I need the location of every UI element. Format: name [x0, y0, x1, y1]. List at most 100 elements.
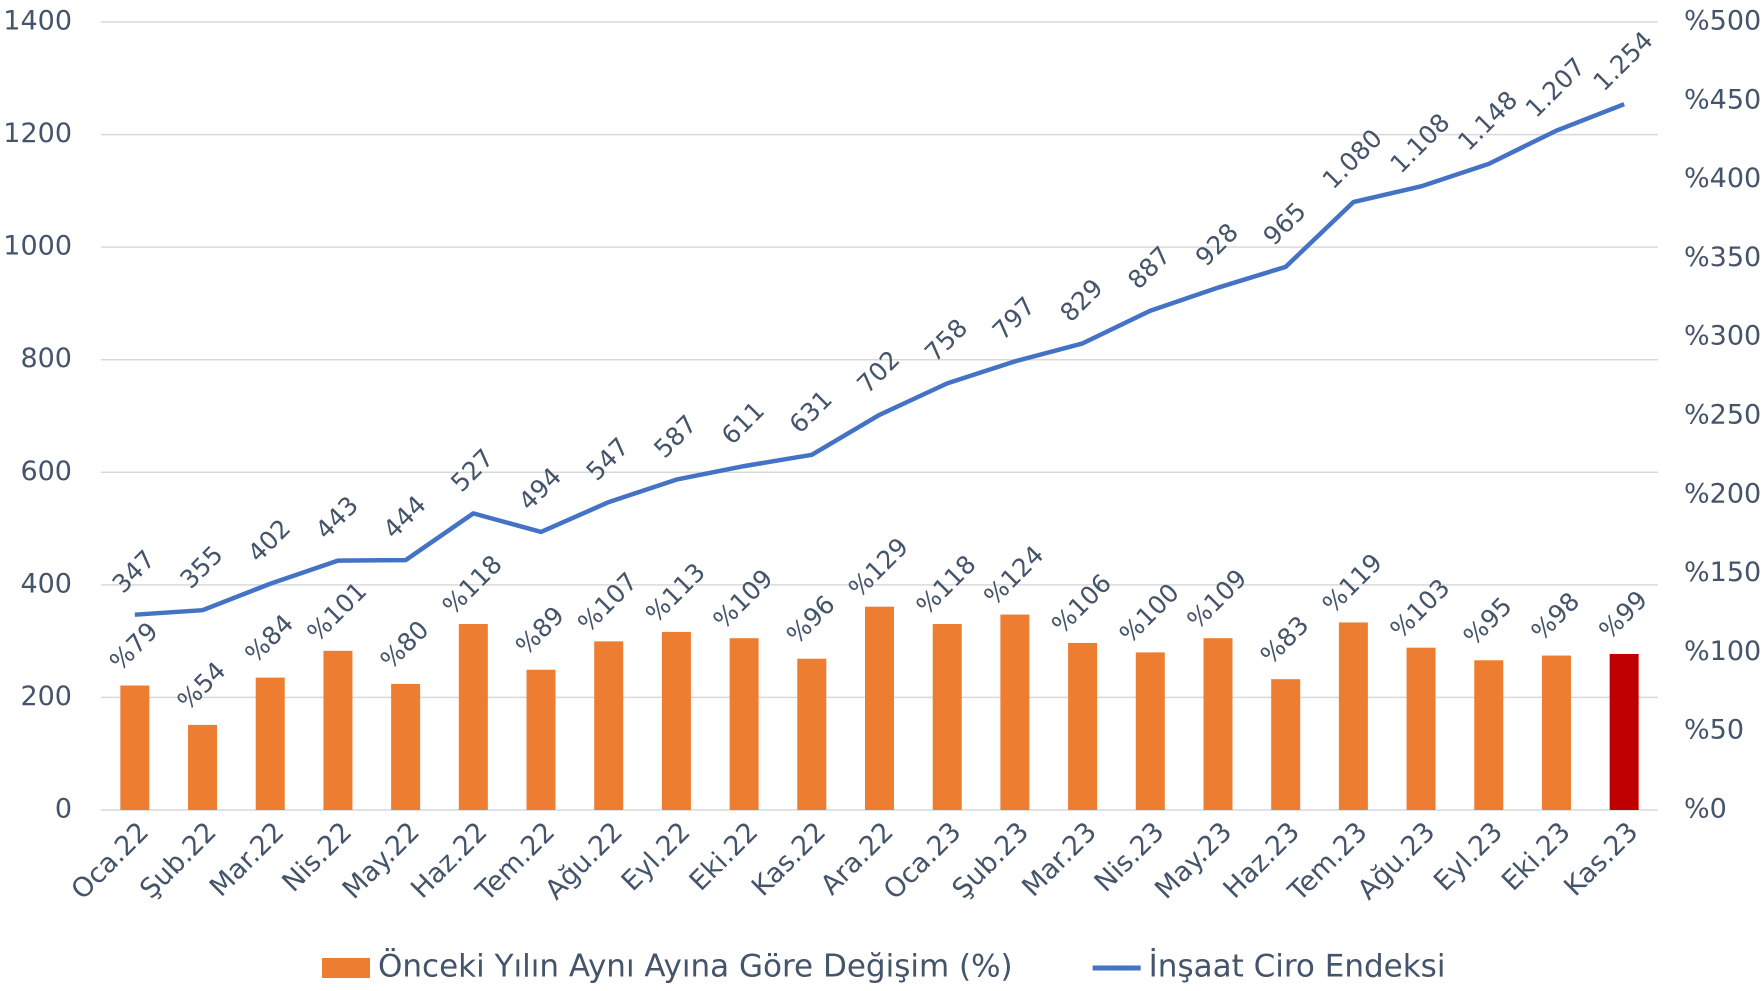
line-label: 631	[784, 385, 838, 439]
line-label: 587	[648, 409, 702, 463]
line-label: 527	[445, 443, 499, 497]
x-tick-label: May.23	[1149, 816, 1238, 905]
y-tick-label: 800	[20, 343, 72, 374]
x-tick-label: Eyl.22	[616, 816, 697, 897]
x-tick-label: Oca.22	[66, 816, 156, 906]
bar	[1406, 647, 1436, 810]
bar	[458, 624, 488, 810]
bar-label: %106	[1046, 568, 1117, 639]
line-label: 928	[1190, 217, 1244, 271]
bar	[1609, 653, 1639, 810]
bar	[797, 658, 827, 810]
line-label: 965	[1257, 197, 1311, 251]
bar-label: %100	[1114, 578, 1185, 649]
x-tick-label: Kas.22	[746, 816, 832, 902]
bar-label: %103	[1384, 573, 1455, 644]
bar	[594, 641, 624, 810]
y2-tick-label: %450	[1684, 84, 1761, 115]
bar	[1068, 642, 1098, 810]
bar-label: %54	[172, 656, 232, 716]
legend-swatch	[322, 958, 370, 978]
x-tick-label: Ağu.22	[539, 816, 629, 906]
x-tick-label: May.22	[337, 816, 426, 905]
bar-label: %124	[978, 540, 1049, 611]
bar-label: %84	[239, 609, 299, 669]
bar	[661, 631, 691, 810]
bar-label: %99	[1593, 585, 1653, 645]
bar-label: %98	[1525, 587, 1585, 647]
x-tick-label: Şub.23	[947, 816, 1036, 905]
bar	[932, 624, 962, 810]
y2-tick-label: %500	[1684, 6, 1761, 37]
bar	[526, 669, 556, 810]
bar-label: %89	[510, 601, 570, 661]
y2-tick-label: %200	[1684, 478, 1761, 509]
bar-label: %129	[843, 532, 914, 603]
y2-tick-label: %350	[1684, 242, 1761, 273]
bar-label: %113	[640, 557, 711, 628]
bar-label: %83	[1255, 610, 1315, 670]
y-tick-label: 0	[55, 794, 72, 825]
bar-label: %107	[572, 567, 643, 638]
bar-label: %80	[375, 615, 435, 675]
bar	[1203, 638, 1233, 810]
bar-label: %95	[1458, 591, 1518, 651]
bar	[729, 638, 759, 810]
y-tick-label: 1200	[3, 118, 72, 149]
y-tick-label: 1400	[3, 6, 72, 37]
y2-tick-label: %250	[1684, 400, 1761, 431]
bar-label: %109	[1181, 564, 1252, 635]
bar	[865, 606, 894, 810]
y2-tick-label: %300	[1684, 321, 1761, 352]
y2-tick-label: %400	[1684, 163, 1761, 194]
line	[134, 102, 1625, 617]
y-tick-label: 1000	[3, 231, 72, 262]
y2-tick-label: %100	[1684, 636, 1761, 667]
line-label: 347	[107, 545, 161, 599]
bar	[120, 685, 150, 810]
line-label: 355	[174, 540, 228, 594]
line-label: 797	[987, 291, 1041, 345]
y-tick-label: 200	[20, 681, 72, 712]
line-label: 887	[1122, 241, 1176, 295]
y-tick-label: 400	[20, 568, 72, 599]
bar	[1135, 652, 1165, 810]
line-label: 611	[716, 396, 770, 450]
y2-tick-label: %50	[1684, 715, 1744, 746]
y2-tick-label: %0	[1684, 794, 1727, 825]
y2-tick-label: %150	[1684, 557, 1761, 588]
line-label: 1.108	[1384, 108, 1455, 179]
x-tick-label: Mar.22	[204, 816, 291, 903]
bar-label: %119	[1317, 548, 1388, 619]
line-label: 494	[513, 462, 567, 516]
bar	[323, 650, 353, 810]
bar	[1000, 614, 1030, 810]
bar	[1541, 655, 1571, 810]
line-label: 702	[851, 345, 905, 399]
x-tick-label: Oca.23	[878, 816, 968, 906]
x-tick-label: Kas.23	[1558, 816, 1644, 902]
bar	[391, 683, 421, 810]
x-tick-label: Eyl.23	[1428, 816, 1509, 897]
x-tick-label: Ağu.23	[1352, 816, 1442, 906]
bar-label: %109	[708, 564, 779, 635]
x-tick-label: Şub.22	[134, 816, 223, 905]
line-label: 1.207	[1520, 52, 1591, 123]
legend-label: Önceki Yılın Aynı Ayına Göre Değişim (%)	[378, 948, 1013, 985]
bar-label: %96	[781, 590, 841, 650]
y-tick-label: 600	[20, 456, 72, 487]
bar	[1474, 660, 1504, 810]
bar	[1338, 622, 1368, 810]
bar	[1271, 679, 1301, 810]
line-label: 444	[377, 490, 431, 544]
bar	[255, 677, 285, 810]
line-label: 443	[310, 490, 364, 544]
line-label: 1.148	[1452, 85, 1523, 156]
line-label: 547	[581, 432, 635, 486]
x-tick-label: Mar.23	[1016, 816, 1103, 903]
line-label: 1.254	[1588, 26, 1659, 97]
line-label: 829	[1054, 273, 1108, 327]
bar-label: %101	[301, 576, 372, 647]
line-label: 402	[242, 514, 296, 568]
